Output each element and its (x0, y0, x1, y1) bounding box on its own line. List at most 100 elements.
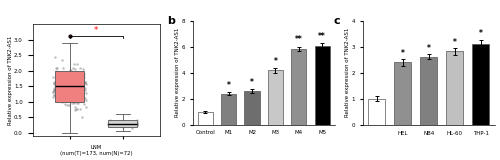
Y-axis label: Relative expression of TNK2-AS1: Relative expression of TNK2-AS1 (175, 28, 180, 117)
Text: *: * (401, 49, 404, 58)
Text: b: b (167, 16, 174, 26)
Point (62, 93, 70, 96)
Point (61, 97, 69, 100)
Point (49, 90, 57, 93)
Point (50, 81, 58, 84)
Text: *: * (427, 44, 430, 52)
Point (76, 66, 84, 69)
Point (104, 123, 112, 125)
Point (72, 81, 80, 83)
Point (115, 124, 123, 126)
Point (52, 91, 60, 94)
Point (80, 86, 88, 89)
Text: NB4: NB4 (423, 131, 434, 136)
Point (82, 81, 90, 84)
Point (56, 88, 64, 90)
Point (61, 84, 69, 86)
Point (56, 82, 64, 85)
Point (50, 89, 58, 91)
Point (75, 87, 83, 89)
Point (77, 85, 85, 88)
Bar (420, 57, 437, 125)
Point (120, 122, 128, 124)
Point (72, 100, 80, 102)
Point (82, 83, 90, 85)
Point (62, 100, 70, 102)
Point (82, 92, 90, 95)
Text: c: c (334, 16, 340, 26)
Point (78, 86, 86, 88)
Point (64, 76, 72, 78)
Point (76, 90, 84, 92)
Point (107, 121, 115, 124)
Point (70, 63, 78, 66)
Point (54, 76, 62, 79)
Point (78, 89, 86, 92)
Point (76, 108, 84, 110)
Point (120, 125, 128, 128)
Bar (394, 62, 411, 125)
Point (60, 96, 68, 98)
Point (106, 122, 114, 124)
Text: **: ** (318, 32, 326, 41)
Point (54, 75, 62, 78)
Point (58, 85, 66, 88)
Point (60, 86, 68, 88)
Point (80, 75, 88, 78)
Point (108, 124, 116, 127)
Point (76, 81, 84, 83)
Point (82, 99, 90, 102)
Point (70, 100, 78, 103)
Point (70, 91, 78, 93)
Point (50, 83, 58, 85)
Point (127, 121, 135, 124)
Point (106, 120, 114, 123)
Point (114, 123, 122, 125)
Point (52, 87, 60, 90)
Bar (291, 49, 306, 125)
Point (80, 72, 88, 75)
Point (73, 97, 81, 100)
Point (68, 91, 76, 93)
PathPatch shape (55, 71, 84, 102)
Point (74, 92, 82, 94)
Point (50, 89, 58, 91)
Point (118, 126, 126, 128)
Point (58, 59, 66, 62)
Point (74, 108, 82, 111)
X-axis label: LNM
(num(T)=173, num(N)=72): LNM (num(T)=173, num(N)=72) (60, 145, 132, 156)
Point (54, 88, 62, 90)
Point (70, 79, 78, 81)
Point (68, 68, 76, 71)
Point (70, 80, 78, 83)
Point (54, 82, 62, 84)
Point (57, 80, 65, 83)
Point (74, 102, 82, 104)
Point (69, 73, 77, 76)
Point (62, 78, 70, 80)
Y-axis label: Relative expression of TNK2-AS1: Relative expression of TNK2-AS1 (8, 35, 12, 125)
Point (132, 121, 140, 124)
Point (76, 85, 84, 88)
Point (49, 76, 57, 78)
Point (110, 122, 118, 124)
Point (52, 90, 60, 92)
Point (108, 122, 116, 124)
Point (78, 73, 86, 75)
Point (118, 122, 126, 124)
Point (106, 125, 114, 127)
Point (82, 81, 90, 84)
Point (58, 93, 66, 96)
Point (75, 85, 83, 88)
Point (65, 83, 73, 85)
Text: *: * (453, 38, 456, 47)
Point (57, 81, 65, 84)
Point (124, 122, 132, 124)
Point (76, 84, 84, 86)
Point (133, 123, 141, 126)
Point (66, 104, 74, 107)
Point (115, 123, 123, 126)
Y-axis label: Relative expression of TNK2-AS1: Relative expression of TNK2-AS1 (345, 28, 350, 117)
Bar (314, 45, 330, 125)
Point (71, 78, 79, 81)
